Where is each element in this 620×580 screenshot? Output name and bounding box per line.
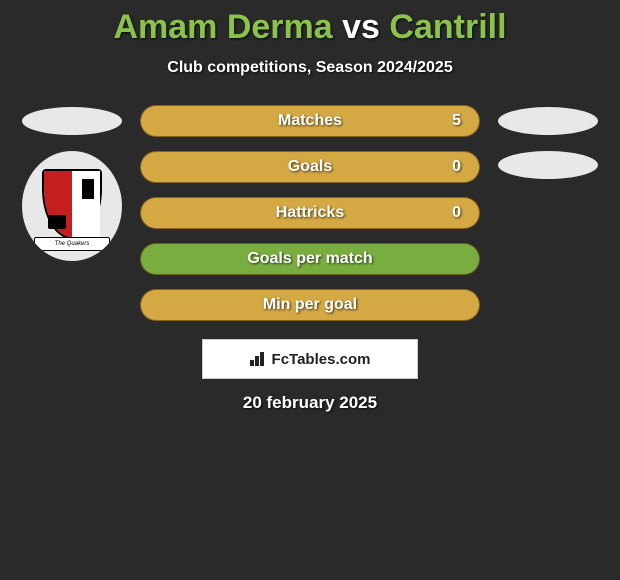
stat-row-hattricks: Hattricks 0	[140, 197, 480, 229]
stats-column: Matches 5 Goals 0 Hattricks 0 Goals per …	[140, 105, 480, 321]
brand-link[interactable]: FcTables.com	[202, 339, 418, 379]
stat-label: Goals per match	[247, 250, 372, 268]
player2-placeholder-icon	[498, 107, 598, 135]
stat-value: 5	[452, 112, 461, 130]
vs-text: vs	[333, 8, 390, 46]
stat-label: Hattricks	[276, 204, 344, 222]
stat-row-mpg: Min per goal	[140, 289, 480, 321]
chart-bars-icon	[250, 352, 268, 366]
stat-row-goals: Goals 0	[140, 151, 480, 183]
player1-name: Amam Derma	[113, 8, 332, 46]
stat-label: Goals	[288, 158, 332, 176]
stat-label: Matches	[278, 112, 342, 130]
crest-banner: The Quakers	[34, 237, 110, 251]
stat-row-matches: Matches 5	[140, 105, 480, 137]
stat-row-gpm: Goals per match	[140, 243, 480, 275]
stat-value: 0	[452, 204, 461, 222]
team-crest-icon: The Quakers	[22, 151, 122, 261]
comparison-widget: Amam Derma vs Cantrill Club competitions…	[0, 0, 620, 413]
stat-label: Min per goal	[263, 296, 357, 314]
main-row: The Quakers Matches 5 Goals 0 Hattricks …	[0, 105, 620, 321]
right-player-column	[498, 105, 598, 179]
player2-name: Cantrill	[389, 8, 506, 46]
brand-text: FcTables.com	[272, 351, 371, 368]
subtitle: Club competitions, Season 2024/2025	[0, 59, 620, 77]
stat-value: 0	[452, 158, 461, 176]
page-title: Amam Derma vs Cantrill	[0, 8, 620, 47]
player1-placeholder-icon	[22, 107, 122, 135]
team2-placeholder-icon	[498, 151, 598, 179]
date-label: 20 february 2025	[0, 393, 620, 413]
left-player-column: The Quakers	[22, 105, 122, 261]
